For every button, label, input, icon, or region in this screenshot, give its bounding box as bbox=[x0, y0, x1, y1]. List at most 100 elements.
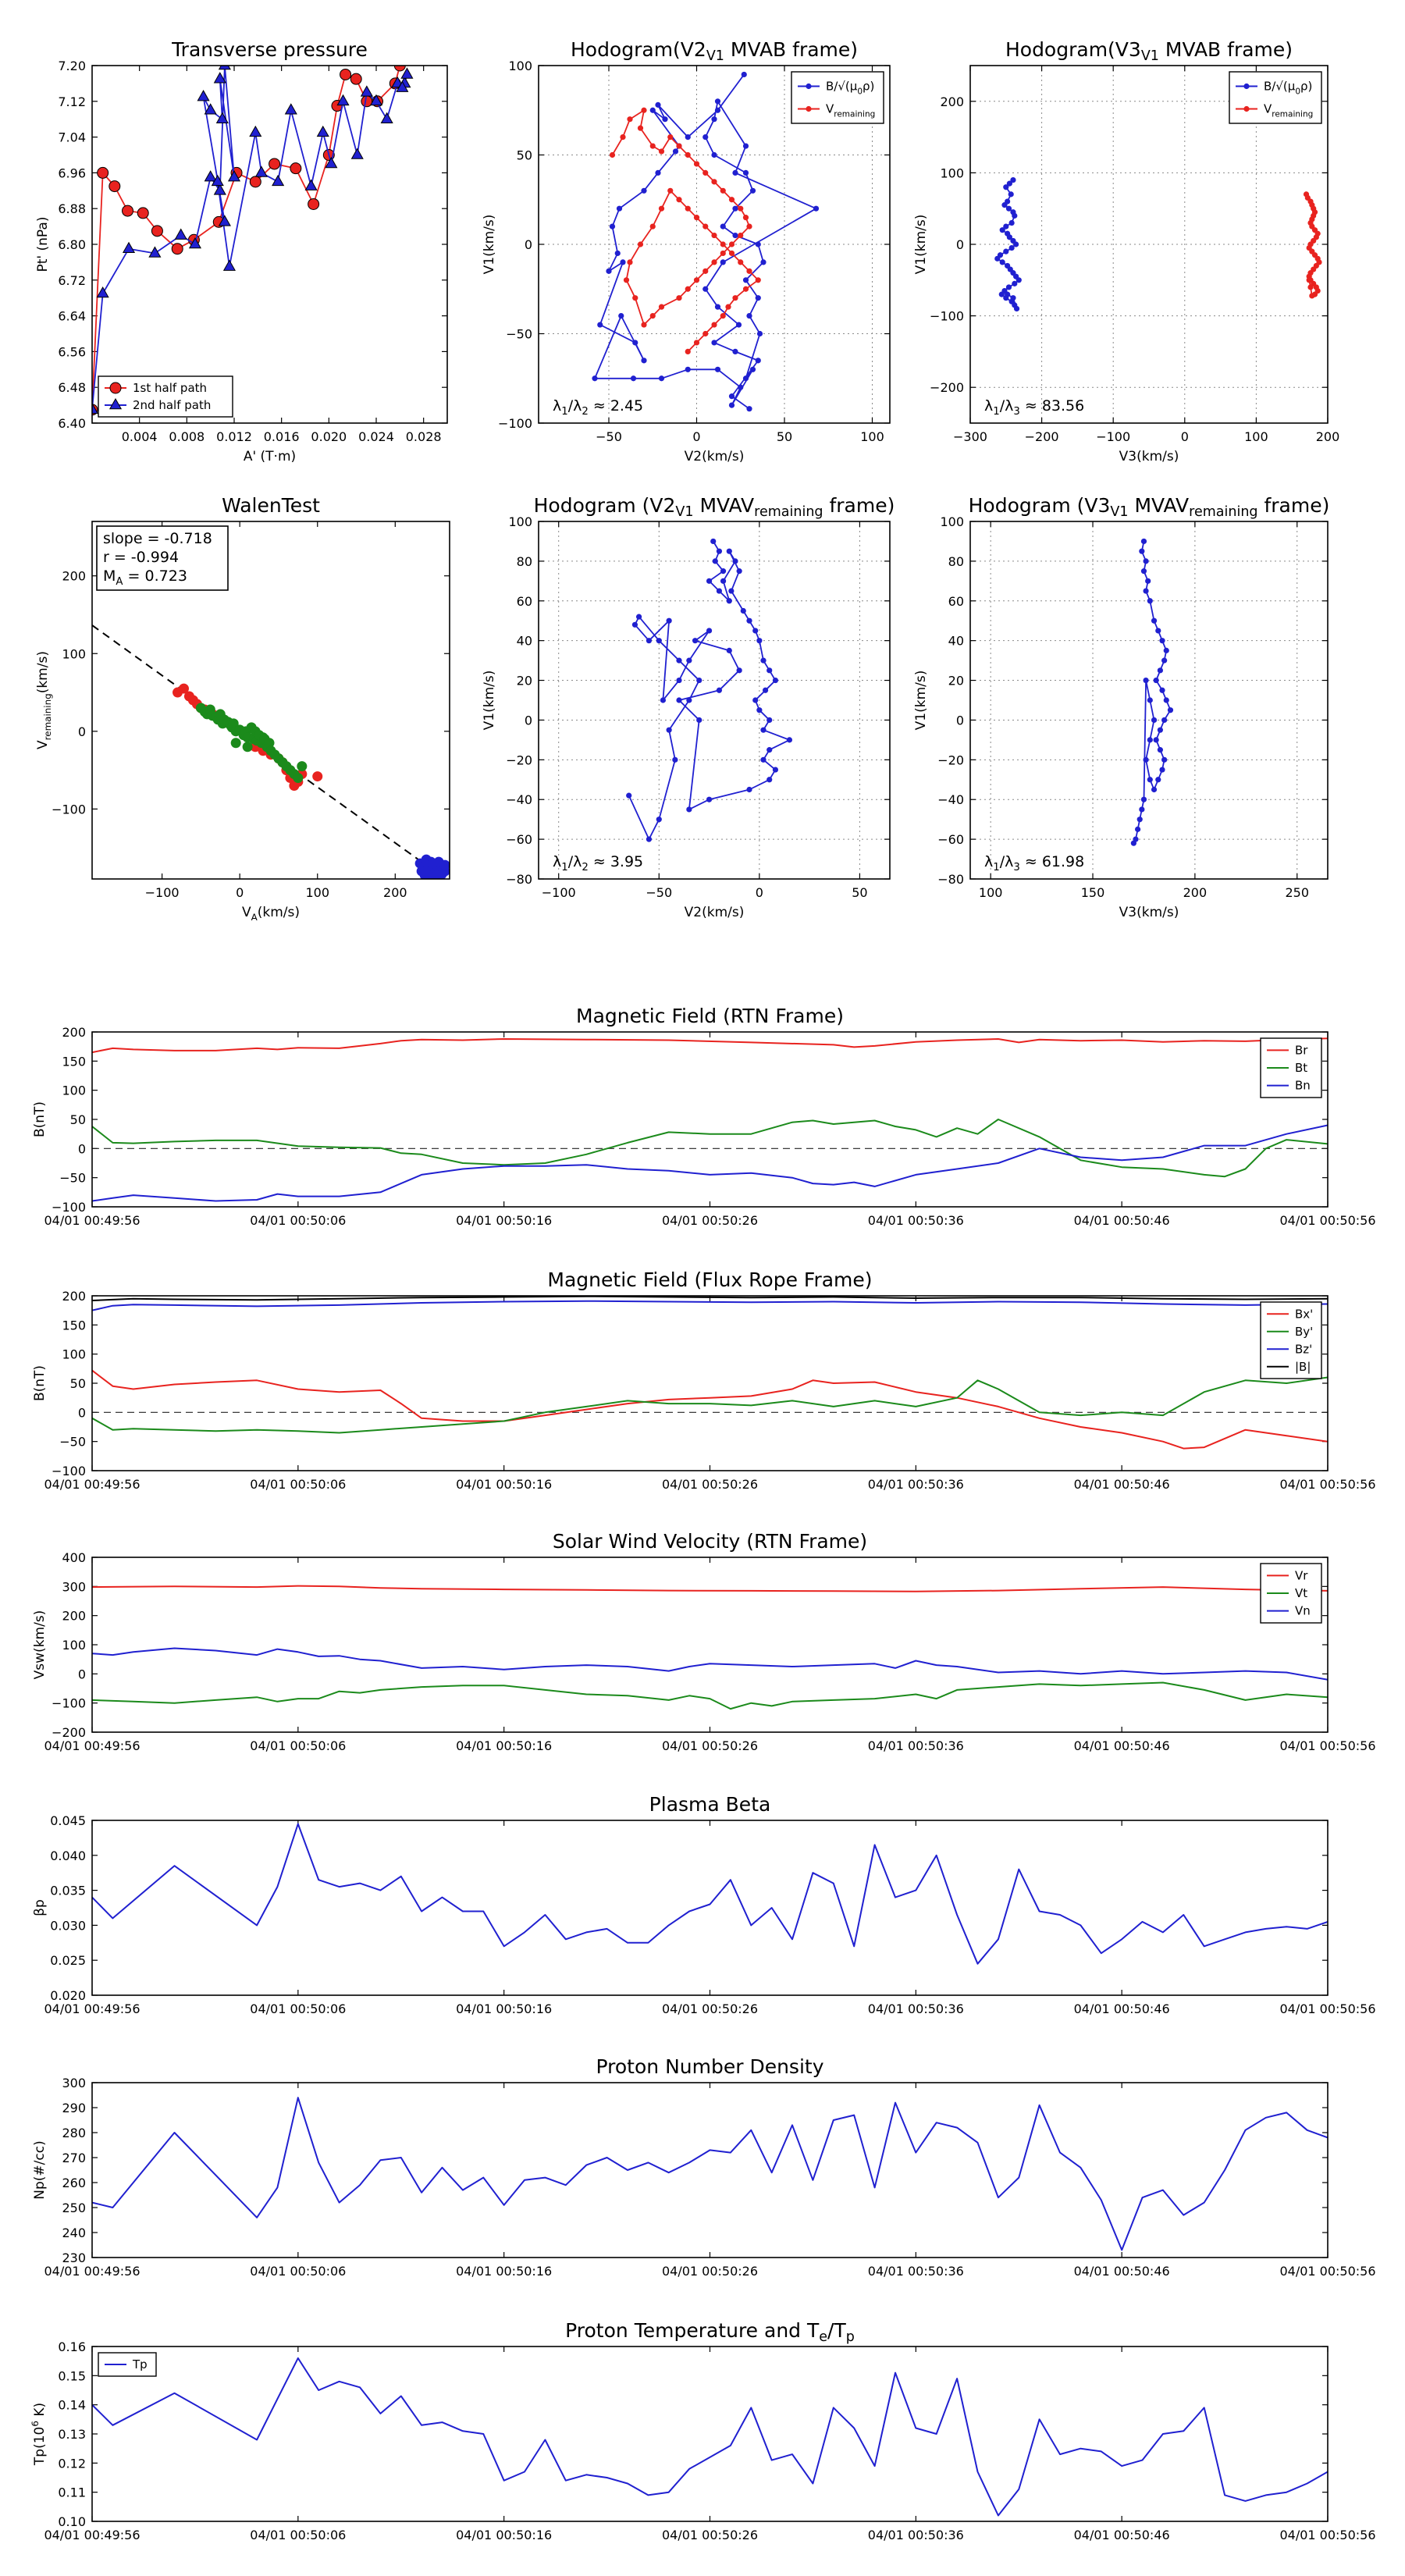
data-point bbox=[656, 817, 662, 823]
text-fragment: Hodogram (V2 bbox=[534, 494, 676, 517]
data-point bbox=[685, 134, 691, 141]
data-point bbox=[772, 677, 779, 684]
text-fragment: ≈ 3.95 bbox=[589, 853, 643, 870]
data-point bbox=[641, 322, 647, 328]
data-point bbox=[702, 223, 709, 229]
data-point bbox=[254, 165, 268, 177]
text-fragment: λ bbox=[984, 853, 993, 870]
plot-frame bbox=[91, 65, 448, 424]
x-tick-label: 04/01 00:50:16 bbox=[456, 2001, 552, 2016]
text-fragment: V1(km/s) bbox=[482, 215, 497, 275]
data-point bbox=[1001, 202, 1008, 208]
x-tick-label: 04/01 00:49:56 bbox=[44, 2264, 140, 2279]
text-fragment: Vsw(km/s) bbox=[32, 1610, 48, 1680]
y-tick-label: 230 bbox=[62, 2250, 86, 2265]
legend-label: Tp bbox=[132, 2357, 148, 2371]
text-fragment: Vt bbox=[1295, 1586, 1307, 1600]
y-tick-label: 250 bbox=[62, 2201, 86, 2215]
x-tick-label: 200 bbox=[1316, 429, 1340, 444]
data-point bbox=[686, 697, 692, 703]
data-point bbox=[712, 558, 718, 564]
data-point bbox=[1163, 697, 1169, 703]
y-tick-label: 0.025 bbox=[50, 1953, 86, 1968]
data-point bbox=[749, 366, 756, 372]
x-tick-label: 0.008 bbox=[169, 429, 205, 444]
series-line bbox=[92, 2357, 1328, 2517]
chart-title: Magnetic Field (RTN Frame) bbox=[576, 1005, 844, 1027]
text-fragment: ρ) bbox=[863, 80, 874, 94]
text-fragment: Proton Number Density bbox=[596, 2055, 824, 2078]
data-point bbox=[623, 277, 630, 283]
y-tick-label: −200 bbox=[52, 1725, 86, 1740]
data-point bbox=[999, 227, 1005, 233]
y-tick-label: 0 bbox=[956, 237, 964, 252]
data-point bbox=[1140, 796, 1147, 802]
data-point bbox=[1005, 205, 1012, 212]
text-fragment: K) bbox=[32, 2403, 48, 2421]
data-point bbox=[649, 107, 656, 113]
y-tick-label: 150 bbox=[62, 1318, 86, 1332]
x-tick-label: 04/01 00:50:06 bbox=[250, 2528, 346, 2542]
data-point bbox=[686, 657, 692, 664]
text-fragment: Tp bbox=[132, 2357, 148, 2371]
data-point bbox=[1139, 548, 1145, 554]
text-fragment: 3 bbox=[1013, 862, 1019, 873]
chart-title: Hodogram (V3V1 MVAVremaining frame) bbox=[969, 494, 1330, 520]
legend-marker bbox=[806, 105, 812, 112]
data-point bbox=[746, 313, 752, 319]
y-tick-label: 0.020 bbox=[50, 1988, 86, 2003]
y-tick-label: 270 bbox=[62, 2151, 86, 2165]
legend: 1st half path 2nd half path bbox=[98, 375, 233, 418]
data-point bbox=[400, 67, 414, 79]
data-point bbox=[627, 116, 633, 123]
y-tick-label: 100 bbox=[62, 1347, 86, 1362]
data-point bbox=[204, 170, 217, 182]
text-fragment: M bbox=[103, 568, 116, 585]
y-tick-label: −100 bbox=[52, 1200, 86, 1215]
data-point bbox=[1159, 687, 1165, 693]
data-point bbox=[738, 259, 744, 265]
y-tick-label: −60 bbox=[937, 832, 964, 847]
series-v bbox=[1130, 538, 1174, 846]
series-tp bbox=[92, 2357, 1328, 2517]
text-fragment: λ bbox=[984, 397, 993, 415]
y-tick-label: −50 bbox=[59, 1435, 86, 1450]
data-point bbox=[720, 568, 727, 575]
y-tick-label: −80 bbox=[937, 872, 964, 887]
x-tick-label: 04/01 00:50:26 bbox=[662, 2001, 758, 2016]
x-tick-label: 0 bbox=[756, 885, 763, 900]
data-point bbox=[1309, 293, 1315, 299]
data-point bbox=[742, 169, 749, 176]
data-point bbox=[1008, 244, 1015, 251]
x-tick-label: 04/01 00:50:36 bbox=[868, 1477, 964, 1492]
y-tick-label: 0.12 bbox=[58, 2456, 86, 2471]
data-point bbox=[92, 402, 99, 415]
y-tick-label: 60 bbox=[517, 594, 532, 609]
text-fragment: Magnetic Field (Flux Rope Frame) bbox=[547, 1268, 872, 1291]
y-tick-label: 6.40 bbox=[58, 416, 86, 431]
x-tick-label: −100 bbox=[145, 885, 180, 900]
data-point bbox=[736, 568, 742, 575]
text-fragment: /T bbox=[827, 2319, 846, 2342]
y-tick-label: 150 bbox=[62, 1054, 86, 1069]
x-tick-label: 04/01 00:49:56 bbox=[44, 1477, 140, 1492]
legend: B/√(μ0ρ) Vremaining bbox=[791, 71, 884, 124]
data-point bbox=[693, 215, 700, 221]
plot-area bbox=[92, 66, 414, 416]
x-tick-label: 04/01 00:50:46 bbox=[1074, 1477, 1170, 1492]
data-point bbox=[706, 796, 713, 802]
text-fragment: V bbox=[35, 740, 51, 749]
text-fragment: λ bbox=[553, 853, 561, 870]
data-point bbox=[760, 259, 767, 265]
text-fragment: remaining bbox=[42, 693, 53, 740]
series-line bbox=[92, 1124, 1328, 1202]
text-fragment: V1(km/s) bbox=[913, 671, 929, 731]
y-tick-label: 400 bbox=[62, 1550, 86, 1565]
x-tick-label: 04/01 00:49:56 bbox=[44, 1738, 140, 1753]
data-point bbox=[711, 259, 717, 265]
eigenvalue-ratio: λ1/λ3 ≈ 61.98 bbox=[984, 853, 1084, 873]
y-tick-label: 100 bbox=[940, 514, 964, 529]
x-tick-label: 04/01 00:50:26 bbox=[662, 2528, 758, 2542]
y-tick-label: 50 bbox=[517, 148, 532, 163]
data-point bbox=[755, 358, 761, 364]
